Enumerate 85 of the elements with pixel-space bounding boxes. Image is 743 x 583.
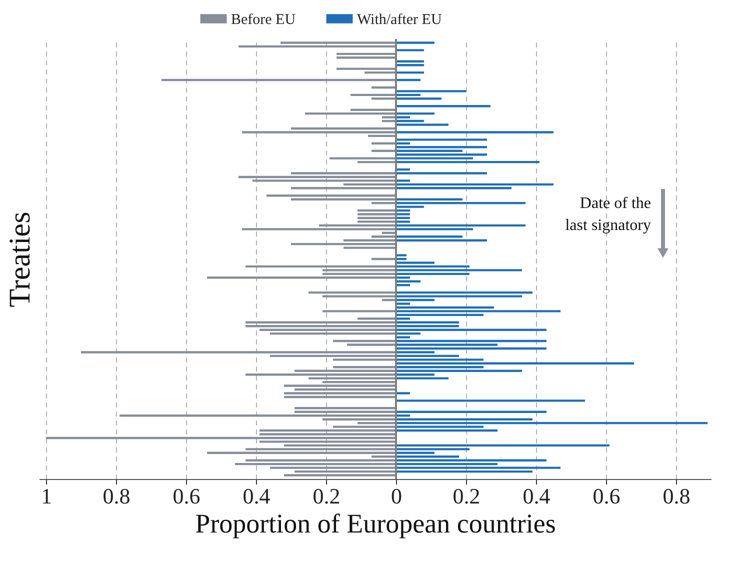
x-tick-label: 0.2 [312, 484, 340, 508]
bar [396, 310, 560, 312]
x-tick-label: 0.4 [522, 484, 550, 508]
bar [162, 78, 396, 82]
bar [330, 157, 396, 160]
bar [396, 269, 522, 272]
bar [396, 422, 708, 424]
bar [358, 213, 396, 216]
legend-label: With/after EU [357, 12, 442, 28]
annotation: Date of the last signatory [565, 195, 651, 234]
bar [396, 429, 498, 432]
bar [235, 462, 396, 466]
bar [396, 213, 410, 216]
bar [396, 146, 487, 148]
bar [242, 228, 396, 230]
bar [322, 310, 396, 312]
bar [260, 429, 396, 432]
bar [396, 328, 546, 331]
bar [246, 265, 396, 268]
bar [396, 153, 487, 156]
bar [396, 459, 546, 462]
x-tick-label: 0.4 [242, 484, 270, 508]
bar [396, 42, 434, 44]
bar [396, 340, 546, 342]
bar [396, 456, 459, 458]
bar [396, 370, 522, 372]
bar [284, 474, 396, 476]
bar [242, 131, 396, 134]
bar [305, 112, 396, 115]
bar [396, 49, 424, 52]
bar [396, 321, 459, 324]
bar [284, 392, 396, 394]
bar [308, 291, 396, 294]
bar [291, 187, 396, 190]
y-axis-title: Treaties [4, 212, 36, 308]
x-tick-label: 0.6 [172, 484, 200, 508]
bar [81, 351, 396, 354]
bar [284, 396, 396, 398]
bar [396, 138, 487, 141]
bar [333, 366, 396, 368]
bar [396, 124, 448, 126]
bar [396, 410, 546, 413]
bar [238, 176, 396, 178]
bar [396, 105, 490, 108]
x-tick-label: 0.6 [592, 484, 620, 508]
bar [246, 321, 396, 324]
x-tick-label: 0.8 [102, 484, 130, 508]
bar [396, 400, 585, 402]
legend-label: Before EU [231, 12, 296, 28]
bar [336, 68, 396, 70]
bar [396, 254, 406, 256]
bar [396, 291, 532, 294]
bar [396, 444, 610, 447]
bar [396, 183, 554, 186]
bar [266, 194, 396, 197]
bar [396, 131, 554, 134]
x-axis-title: Proportion of European countries [195, 508, 556, 538]
bar [396, 172, 487, 174]
bar [396, 362, 634, 365]
bar [396, 239, 487, 242]
bar [396, 224, 526, 227]
bar [246, 325, 396, 328]
bar [207, 276, 396, 279]
x-tick-label: 1 [41, 484, 52, 508]
x-tick-label: 0.2 [452, 484, 480, 508]
bar [46, 436, 396, 440]
bar [396, 160, 540, 164]
bar [396, 202, 526, 204]
bar [238, 45, 396, 48]
bar [246, 373, 396, 376]
x-tick-label: 0 [391, 484, 402, 508]
bar [396, 347, 546, 350]
bar [396, 236, 462, 238]
bar [396, 466, 560, 469]
bar [333, 340, 396, 342]
bar [396, 377, 448, 380]
bar [396, 392, 410, 394]
bar [294, 407, 396, 410]
bar [120, 414, 396, 417]
bar [291, 242, 396, 246]
bar [396, 98, 442, 100]
bar [207, 452, 396, 454]
bar [284, 384, 396, 387]
bar [396, 90, 466, 92]
x-tick-label: 0.8 [662, 484, 690, 508]
